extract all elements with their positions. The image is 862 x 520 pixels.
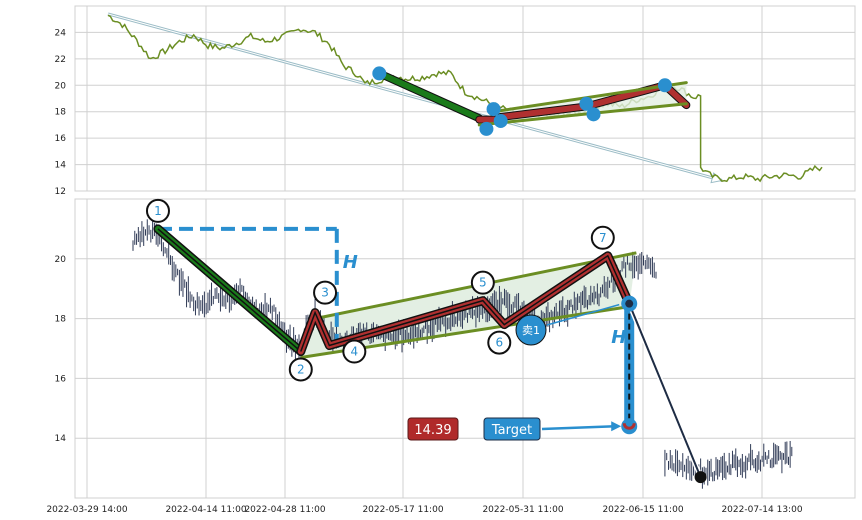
overview-pattern-line <box>477 102 688 127</box>
zigzag-core <box>300 254 630 352</box>
point-label-circle <box>590 225 615 250</box>
x-tick-label: 2022-04-28 11:00 <box>244 505 325 515</box>
overview-marker <box>657 78 672 93</box>
top-y-tick-label: 16 <box>55 134 67 144</box>
overview-marker <box>586 107 601 122</box>
target-marker-arc <box>622 422 636 430</box>
bottom-y-tick-label: 16 <box>55 374 67 384</box>
point-label: 6 <box>495 336 503 350</box>
point-label-circle <box>288 357 313 382</box>
bottom-y-tick-label: 20 <box>55 255 67 265</box>
bottom-grid <box>75 199 855 498</box>
low-point-marker <box>694 471 707 484</box>
bottom-plot-area <box>74 198 856 499</box>
target-label: Target <box>491 423 532 438</box>
top-y-tick-label: 12 <box>55 187 66 197</box>
point-label: 7 <box>599 231 607 245</box>
overview-marker <box>493 113 508 128</box>
overview-pattern-line <box>492 81 688 114</box>
x-tick-label: 2022-03-29 14:00 <box>46 505 127 515</box>
drop-line <box>628 303 702 478</box>
top-chart-layer <box>107 12 823 184</box>
target-marker <box>621 418 638 435</box>
point-label-circle <box>145 198 170 223</box>
overview-marker <box>479 121 494 136</box>
top-y-tick-label: 24 <box>55 28 67 38</box>
x-tick-label: 2022-06-15 11:00 <box>602 505 683 515</box>
top-grid <box>75 6 855 192</box>
x-tick-label: 2022-04-14 11:00 <box>165 505 246 515</box>
target-value: 14.39 <box>414 423 451 438</box>
flagpole-core <box>157 228 302 353</box>
point-label: 2 <box>297 362 305 376</box>
top-y-tick-label: 14 <box>55 161 67 171</box>
target-height-label: H <box>611 327 626 348</box>
overview-price-line <box>107 14 823 183</box>
point-label: 3 <box>321 286 329 300</box>
top-plot-area <box>74 5 856 192</box>
sell-pointer-line <box>546 303 620 326</box>
point-label-circle <box>313 280 338 305</box>
target-arrow-line <box>541 424 616 431</box>
point-label-circle <box>487 330 512 355</box>
sell-label: 卖1 <box>522 324 540 337</box>
target-label-box <box>483 417 541 441</box>
overview-pattern-line <box>497 103 590 120</box>
overview-marker <box>486 102 501 117</box>
point-label: 1 <box>154 204 162 218</box>
bottom-y-tick-label: 18 <box>55 315 67 325</box>
top-y-tick-label: 22 <box>55 55 66 65</box>
point-label-circle <box>470 270 495 295</box>
annotation-layer: 2022-03-29 14:00 2022-04-14 11:002022-04-… <box>46 28 802 515</box>
target-arrow-head <box>611 421 622 432</box>
target-value-badge <box>407 417 459 441</box>
bottom-y-tick-label: 14 <box>55 434 67 444</box>
x-tick-label: 2022-05-17 11:00 <box>362 505 443 515</box>
point-label: 4 <box>351 345 359 359</box>
x-tick-label: 2022-05-31 11:00 <box>482 505 563 515</box>
top-y-tick-label: 20 <box>55 81 67 91</box>
x-tick-label: 2022-07-14 13:00 <box>721 505 802 515</box>
point-label: 5 <box>479 276 487 290</box>
sell-marker <box>515 314 547 346</box>
point-label-circle <box>342 339 367 364</box>
breakout-marker-core <box>625 299 634 308</box>
overview-marker <box>579 96 594 111</box>
pole-height-label: H <box>343 252 358 273</box>
top-y-tick-label: 18 <box>55 108 67 118</box>
overview-pattern-line <box>376 70 483 122</box>
overview-marker <box>372 66 387 81</box>
